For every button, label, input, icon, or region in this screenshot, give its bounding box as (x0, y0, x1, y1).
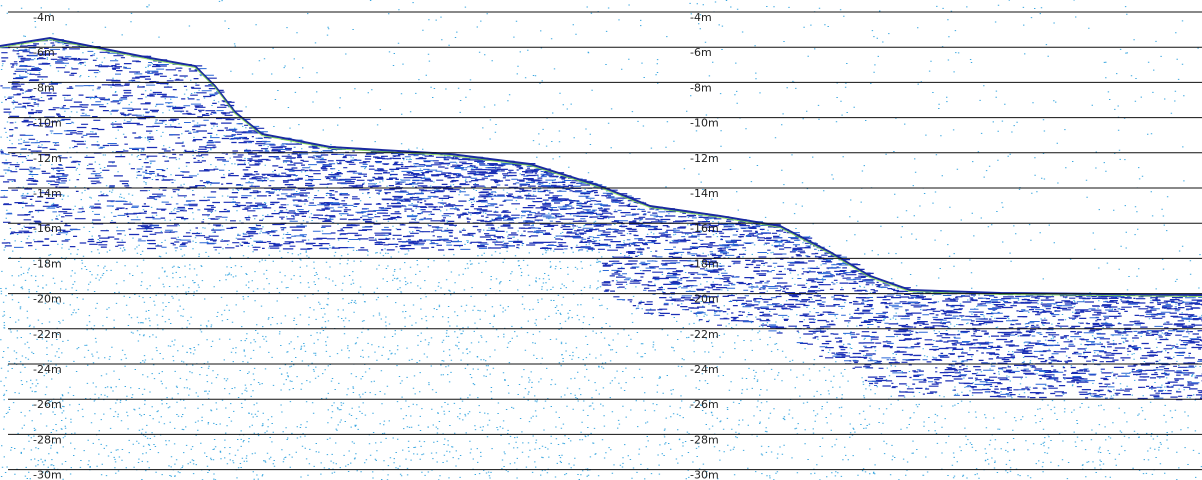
depth-label: -24m (690, 363, 719, 376)
depth-label: -22m (690, 328, 719, 341)
depth-label: -18m (690, 257, 719, 270)
depth-label: -12m (690, 152, 719, 165)
depth-label: -4m (690, 11, 712, 24)
depth-label: -6m (690, 46, 712, 59)
depth-label: -30m (690, 469, 719, 480)
depth-label: -12m (33, 152, 62, 165)
depth-label: -14m (690, 187, 719, 200)
depth-label: -6m (33, 46, 55, 59)
depth-label: -4m (33, 11, 55, 24)
depth-label: -20m (33, 293, 62, 306)
depth-label: -22m (33, 328, 62, 341)
depth-label: -18m (33, 257, 62, 270)
depth-label: -16m (33, 222, 62, 235)
depth-label: -8m (33, 81, 55, 94)
depth-label: -14m (33, 187, 62, 200)
depth-label: -24m (33, 363, 62, 376)
depth-label: -16m (690, 222, 719, 235)
depth-label: -20m (690, 293, 719, 306)
depth-label: -28m (33, 433, 62, 446)
depth-label: -28m (690, 433, 719, 446)
depth-label: -10m (690, 117, 719, 130)
depth-label: -26m (690, 398, 719, 411)
depth-label: -30m (33, 469, 62, 480)
depth-label: -10m (33, 117, 62, 130)
depth-label: -26m (33, 398, 62, 411)
depth-label: -8m (690, 81, 712, 94)
sonar-profile: -4m -6m -8m -10m -12m -14m -16m -18m -20m -22m -24… (0, 0, 1202, 480)
